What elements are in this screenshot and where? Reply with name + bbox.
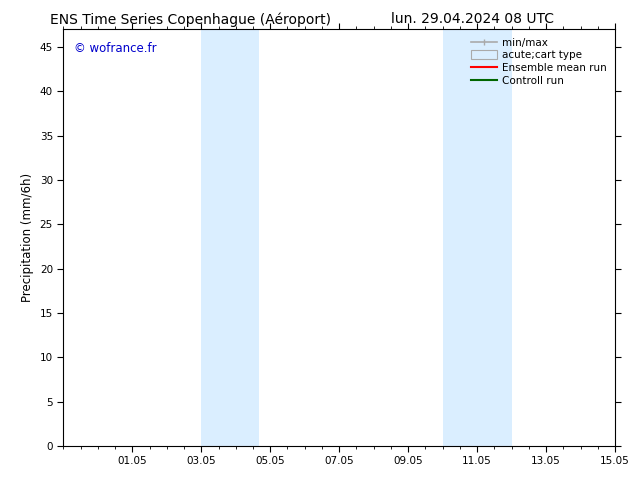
Text: ENS Time Series Copenhague (Aéroport): ENS Time Series Copenhague (Aéroport): [49, 12, 331, 27]
Text: © wofrance.fr: © wofrance.fr: [74, 42, 157, 55]
Bar: [477, 29, 512, 446]
Y-axis label: Precipitation (mm/6h): Precipitation (mm/6h): [21, 173, 34, 302]
Bar: [202, 29, 236, 446]
Legend: min/max, acute;cart type, Ensemble mean run, Controll run: min/max, acute;cart type, Ensemble mean …: [467, 35, 610, 89]
Bar: [236, 29, 259, 446]
Bar: [443, 29, 477, 446]
Text: lun. 29.04.2024 08 UTC: lun. 29.04.2024 08 UTC: [391, 12, 554, 26]
